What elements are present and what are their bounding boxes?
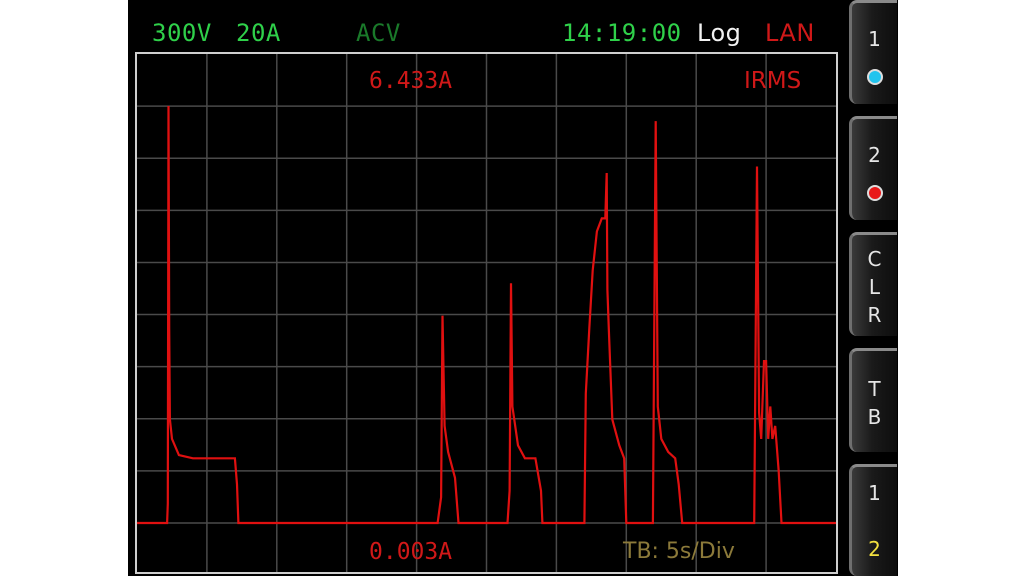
voltage-range: 300V xyxy=(152,19,212,47)
min-value-label: 0.003A xyxy=(369,539,453,565)
plot-grid xyxy=(137,54,836,572)
softkey-2-label: 2 xyxy=(868,143,881,167)
red-indicator-icon xyxy=(867,185,883,201)
softkey-select-top-label: 1 xyxy=(868,481,881,505)
log-indicator: Log xyxy=(697,19,742,47)
max-value-label: 6.433A xyxy=(369,68,453,94)
softkey-1-label: 1 xyxy=(868,27,881,51)
cyan-indicator-icon xyxy=(867,69,883,85)
softkey-channel-select[interactable]: 1 2 xyxy=(849,464,897,576)
trace-plot xyxy=(137,54,836,572)
softkey-select-bottom-label: 2 xyxy=(868,537,881,561)
softkey-channel-1[interactable]: 1 xyxy=(849,0,897,104)
interface-indicator: LAN xyxy=(765,19,815,47)
softkey-channel-2[interactable]: 2 xyxy=(849,116,897,220)
instrument-display: 300V 20A ACV 14:19:00 Log LAN 6.433A IRM… xyxy=(128,0,898,576)
clock-time: 14:19:00 xyxy=(562,19,682,47)
measurement-mode: ACV xyxy=(356,19,401,47)
status-bar: 300V 20A ACV 14:19:00 Log LAN xyxy=(128,0,845,50)
plot-screen: 6.433A IRMS 0.003A TB: 5s/Div xyxy=(135,52,838,574)
timebase-label: TB: 5s/Div xyxy=(623,539,735,564)
current-range: 20A xyxy=(236,19,281,47)
irms-trace xyxy=(137,105,836,525)
measurement-label: IRMS xyxy=(744,68,802,94)
